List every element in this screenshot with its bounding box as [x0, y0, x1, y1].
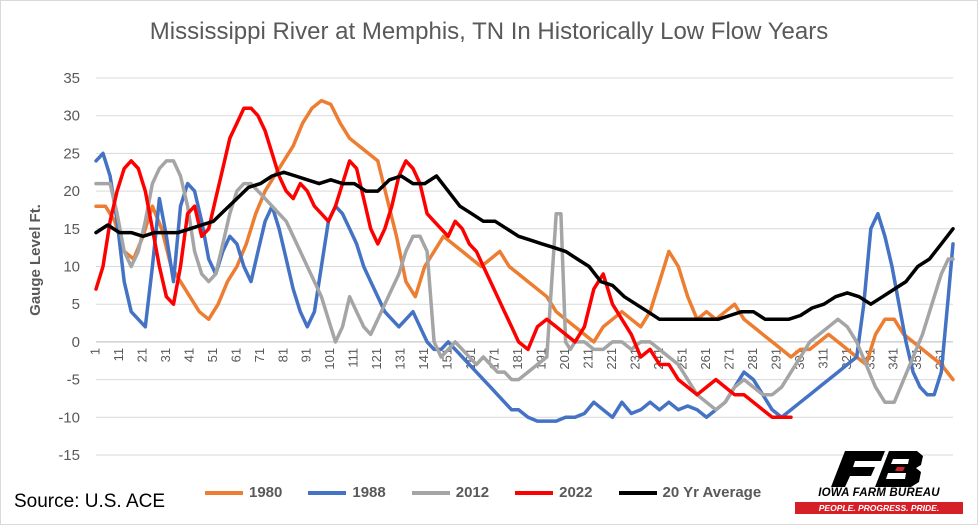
- x-tick-label: 181: [510, 348, 525, 370]
- x-tick-label: 141: [416, 348, 431, 370]
- x-axis-tick-labels: 1 11 21 31 41 51 61 71 81 91 101 111 121 131 141 151 161…: [87, 348, 947, 370]
- x-tick-label: 91: [299, 348, 314, 362]
- x-tick-label: 1: [87, 348, 102, 355]
- y-tick-label: 35: [63, 70, 80, 87]
- x-tick-label: 131: [393, 348, 408, 370]
- legend-swatch: [618, 490, 657, 495]
- legend-label: 2022: [559, 484, 593, 501]
- x-tick-label: 201: [557, 348, 572, 370]
- x-tick-label: 11: [111, 348, 126, 362]
- y-tick-label: 20: [63, 183, 80, 200]
- y-tick-label: -15: [58, 447, 80, 464]
- x-tick-label: 41: [181, 348, 196, 362]
- x-tick-label: 111: [346, 348, 361, 368]
- x-tick-label: 341: [886, 348, 901, 370]
- x-tick-label: 231: [627, 348, 642, 370]
- legend-swatch: [515, 490, 554, 495]
- y-axis-tick-labels: -15 -10 -5 0 5 10 15 20 25 30 35: [58, 70, 80, 464]
- series-line-1988: [94, 151, 955, 423]
- fb-logo-mark-icon: [831, 451, 923, 487]
- x-tick-label: 211: [581, 348, 596, 369]
- y-tick-label: 5: [72, 296, 80, 313]
- series-line-1980: [94, 98, 955, 382]
- x-tick-label: 261: [698, 348, 713, 370]
- x-tick-label: 311: [815, 348, 830, 369]
- iowa-farm-bureau-logo: IOWA FARM BUREAU PEOPLE. PROGRESS. PRIDE…: [793, 447, 968, 517]
- y-tick-label: 15: [63, 221, 80, 238]
- y-tick-label: -10: [58, 409, 80, 426]
- legend-swatch: [205, 490, 243, 495]
- y-tick-label: 0: [72, 334, 80, 351]
- x-tick-label: 31: [158, 348, 173, 362]
- legend-item: 20 Yr Average: [618, 484, 762, 501]
- y-axis-title: Gauge Level Ft.: [27, 204, 44, 316]
- x-tick-label: 61: [228, 348, 243, 362]
- series-line-2022: [94, 106, 793, 420]
- y-tick-label: 30: [63, 108, 80, 125]
- x-tick-label: 71: [252, 348, 267, 362]
- x-tick-label: 281: [745, 348, 760, 370]
- legend-label: 2012: [455, 484, 490, 501]
- x-tick-label: 271: [721, 348, 736, 370]
- x-tick-label: 101: [322, 348, 337, 370]
- x-tick-label: 251: [674, 348, 689, 370]
- legend-item: 2012: [411, 484, 490, 501]
- y-tick-label: 25: [63, 145, 80, 162]
- logo-name: IOWA FARM BUREAU: [818, 487, 940, 499]
- legend-swatch: [308, 490, 347, 495]
- legend: 1980 1988 2012 2022 20 Yr Average: [205, 484, 761, 501]
- x-tick-label: 51: [205, 348, 220, 362]
- legend-swatch: [411, 490, 450, 495]
- x-tick-label: 291: [768, 348, 783, 370]
- legend-label: 20 Yr Average: [662, 484, 762, 501]
- legend-item: 1988: [308, 484, 386, 501]
- x-tick-label: 221: [604, 348, 619, 370]
- logo-tagline: PEOPLE. PROGRESS. PRIDE.: [795, 502, 963, 514]
- series-line-20-yr-average: [94, 170, 955, 322]
- y-tick-label: -5: [67, 372, 80, 389]
- x-tick-label: 21: [134, 348, 149, 362]
- legend-item: 1980: [205, 484, 282, 501]
- series-lines: [94, 98, 955, 423]
- x-tick-label: 121: [369, 348, 384, 370]
- x-tick-label: 81: [275, 348, 290, 362]
- series-line-2012: [94, 159, 955, 412]
- chart-title: Mississippi River at Memphis, TN In Hist…: [149, 18, 829, 45]
- legend-item: 2022: [515, 484, 593, 501]
- legend-label: 1988: [352, 484, 386, 501]
- legend-label: 1980: [249, 484, 283, 501]
- source-note: Source: U.S. ACE: [14, 491, 166, 512]
- gridlines: [96, 77, 953, 456]
- y-tick-label: 10: [63, 259, 80, 276]
